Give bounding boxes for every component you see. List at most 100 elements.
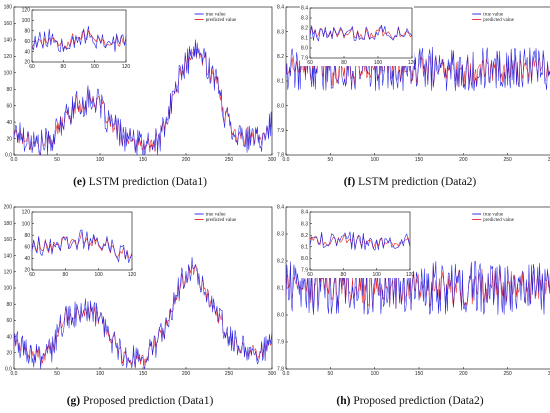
main-xtick-label: 50 <box>54 157 60 163</box>
inset-2: 60 80 100 120 20 40 60 80 100 120 <box>22 210 136 278</box>
legend-true-label: true value <box>483 13 504 18</box>
inset-axes-frame <box>31 9 127 63</box>
caption-letter: (g) <box>67 395 81 407</box>
panel-caption: (f) LSTM prediction (Data2) <box>344 176 477 188</box>
main-ytick-label: 200 <box>4 205 13 211</box>
main-xtick-label: 250 <box>503 157 512 163</box>
main-xtick-label: 150 <box>139 157 148 163</box>
main-xtick-label: 0.0 <box>11 371 18 377</box>
inset-0: 60 80 100 120 20 40 60 80 100 120 <box>22 8 131 70</box>
inset-ytick-label: 7.9 <box>301 56 308 62</box>
inset-xtick-label: 80 <box>341 272 347 278</box>
inset-ytick-label: 8.1 <box>301 36 308 42</box>
main-xtick-label: 100 <box>370 157 379 163</box>
main-xtick-label: 0.0 <box>283 157 290 163</box>
main-ytick-label: 7.8 <box>277 367 284 373</box>
inset-ytick-label: 8.3 <box>301 16 308 22</box>
inset-axes-frame <box>31 211 133 271</box>
main-ytick-label: 8.3 <box>277 29 284 35</box>
panel-3: 0.0 50 100 150 200 250 300 7.8 7.9 8.0 8.1 8.2 8.3 8.… <box>277 205 550 407</box>
inset-ytick-label: 8.0 <box>301 256 308 262</box>
main-xtick-label: 150 <box>139 371 148 377</box>
caption-letter: (h) <box>336 395 350 407</box>
inset-true-series <box>31 229 133 263</box>
inset-ytick-label: 7.9 <box>301 268 308 274</box>
legend-predicted-label: predicted value <box>206 18 237 23</box>
caption-text: LSTM prediction (Data2) <box>355 176 476 188</box>
main-xtick-label: 200 <box>182 157 191 163</box>
main-ytick-label: 180 <box>4 5 13 11</box>
inset-ytick-label: 8.4 <box>301 6 308 12</box>
main-xtick-label: 250 <box>503 371 512 377</box>
inset-xtick-label: 100 <box>372 272 381 278</box>
inset-xtick-label: 120 <box>122 64 131 70</box>
main-ytick-label: 0.0 <box>5 153 12 159</box>
main-xtick-label: 200 <box>459 157 468 163</box>
main-xtick-label: 300 <box>268 157 277 163</box>
main-ytick-label: 40 <box>6 120 12 126</box>
main-xtick-label: 0.0 <box>11 157 18 163</box>
main-ytick-label: 40 <box>6 334 12 340</box>
inset-ytick-label: 80 <box>24 29 30 35</box>
main-xtick-label: 100 <box>96 371 105 377</box>
main-ytick-label: 80 <box>6 87 12 93</box>
inset-xtick-label: 120 <box>406 272 415 278</box>
inset-ytick-label: 8.0 <box>301 46 308 52</box>
main-xtick-label: 200 <box>459 371 468 377</box>
main-xtick-label: 250 <box>225 157 234 163</box>
main-xtick-label: 50 <box>328 371 334 377</box>
inset-ytick-label: 40 <box>24 49 30 55</box>
inset-xtick-label: 60 <box>307 60 313 66</box>
main-ytick-label: 80 <box>6 302 12 308</box>
main-xtick-label: 50 <box>54 371 60 377</box>
main-ytick-label: 8.2 <box>277 259 284 265</box>
main-ytick-label: 8.1 <box>277 79 284 85</box>
legend-true-label: true value <box>206 213 227 218</box>
main-ytick-label: 160 <box>4 21 13 27</box>
main-ytick-label: 8.4 <box>277 5 284 11</box>
panel-2: 0.0 50 100 150 200 250 300 0.0 20 40 60 80 100 120 140… <box>4 205 277 407</box>
inset-xtick-label: 60 <box>29 272 35 278</box>
inset-xtick-label: 60 <box>307 272 313 278</box>
inset-ytick-label: 80 <box>24 233 30 239</box>
inset-3: 60 80 100 120 7.9 8.0 8.1 8.2 8.3 8.4 <box>300 210 414 278</box>
legend-predicted-label: predicted value <box>206 218 237 223</box>
caption-letter: (f) <box>344 176 356 188</box>
main-ytick-label: 120 <box>4 270 13 276</box>
main-ytick-label: 160 <box>4 237 13 243</box>
main-ytick-label: 8.1 <box>277 286 284 292</box>
main-ytick-label: 8.0 <box>277 103 284 109</box>
main-xtick-label: 150 <box>415 371 424 377</box>
caption-text: Proposed prediction (Data1) <box>80 395 213 407</box>
main-ytick-label: 8.2 <box>277 54 284 60</box>
panel-caption: (h) Proposed prediction (Data2) <box>336 395 483 407</box>
legend-predicted-label: predicted value <box>483 18 514 23</box>
main-ytick-label: 7.9 <box>277 340 284 346</box>
inset-ytick-label: 20 <box>24 268 30 274</box>
inset-ytick-label: 120 <box>22 210 31 216</box>
inset-ytick-label: 8.2 <box>301 26 308 32</box>
inset-xtick-label: 80 <box>63 272 69 278</box>
panel-0: 0.0 50 100 150 200 250 300 0.0 20 40 60 80 100 120 140… <box>4 5 277 188</box>
inset-true-series <box>309 231 411 251</box>
inset-ytick-label: 8.2 <box>301 233 308 239</box>
main-xtick-label: 300 <box>548 157 550 163</box>
inset-xtick-label: 120 <box>408 60 417 66</box>
main-ytick-label: 140 <box>4 253 13 259</box>
inset-xtick-label: 100 <box>374 60 383 66</box>
main-xtick-label: 300 <box>268 371 277 377</box>
inset-xtick-label: 100 <box>90 64 99 70</box>
inset-ytick-label: 60 <box>24 245 30 251</box>
inset-ytick-label: 40 <box>24 256 30 262</box>
inset-ytick-label: 8.4 <box>301 210 308 216</box>
panel-caption: (e) LSTM prediction (Data1) <box>73 176 207 188</box>
true-value-series <box>13 257 273 370</box>
main-ytick-label: 60 <box>6 103 12 109</box>
main-xtick-label: 100 <box>370 371 379 377</box>
inset-ytick-label: 20 <box>24 60 30 66</box>
main-ytick-label: 120 <box>4 54 13 60</box>
main-xtick-label: 300 <box>548 371 550 377</box>
main-ytick-label: 8.0 <box>277 313 284 319</box>
main-ytick-label: 140 <box>4 38 13 44</box>
